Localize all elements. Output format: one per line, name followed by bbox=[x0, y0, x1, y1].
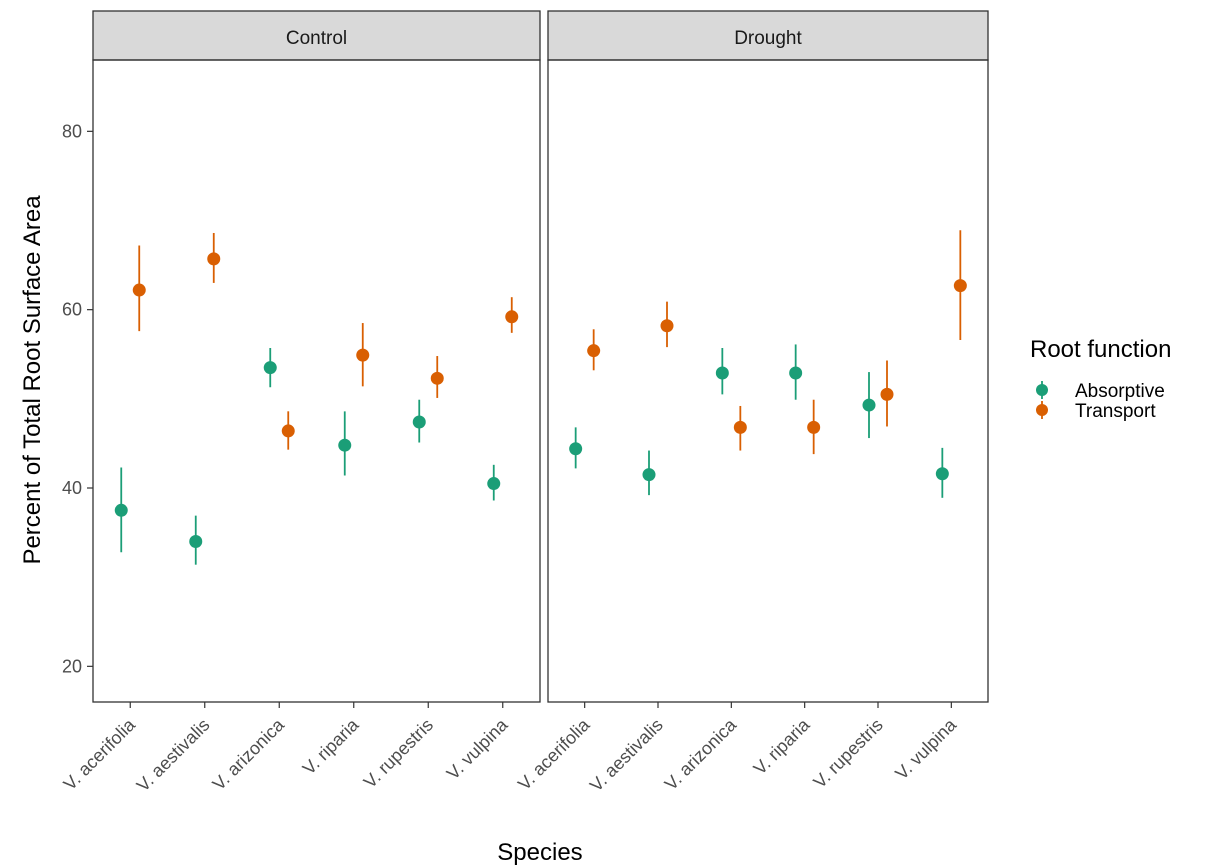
y-tick-label: 20 bbox=[62, 656, 82, 676]
series-absorptive bbox=[569, 344, 949, 498]
data-point bbox=[430, 371, 444, 385]
y-axis-title: Percent of Total Root Surface Area bbox=[19, 195, 46, 565]
data-point bbox=[338, 438, 352, 452]
data-point bbox=[807, 420, 821, 434]
y-tick-label: 40 bbox=[62, 478, 82, 498]
x-tick-label: V. arizonica bbox=[209, 714, 289, 794]
data-point bbox=[505, 310, 519, 324]
x-tick-label: V. rupestris bbox=[809, 715, 886, 792]
series-transport bbox=[132, 232, 519, 450]
data-point bbox=[281, 424, 295, 438]
data-point bbox=[880, 387, 894, 401]
x-tick-label: V. acerifolia bbox=[60, 714, 140, 794]
data-point bbox=[412, 415, 426, 429]
legend-label: Absorptive bbox=[1075, 381, 1165, 402]
panel-border bbox=[547, 59, 989, 703]
y-tick-label: 60 bbox=[62, 300, 82, 320]
panel-border bbox=[92, 59, 541, 703]
facet-strip-label: Drought bbox=[734, 28, 802, 49]
x-axis-title: Species bbox=[497, 839, 582, 866]
data-point bbox=[789, 366, 803, 380]
data-point bbox=[715, 366, 729, 380]
x-tick-label: V. aestivalis bbox=[586, 715, 667, 796]
data-point bbox=[132, 283, 146, 297]
series-absorptive bbox=[114, 348, 501, 565]
x-tick-label: V. riparia bbox=[750, 714, 815, 779]
legend-title: Root function bbox=[1030, 336, 1171, 363]
data-point bbox=[114, 503, 128, 517]
data-point bbox=[935, 467, 949, 481]
x-tick-label: V. rupestris bbox=[360, 715, 437, 792]
legend-entry-transport: Transport bbox=[1036, 401, 1156, 422]
x-tick-label: V. aestivalis bbox=[133, 715, 214, 796]
x-tick-label: V. riparia bbox=[299, 714, 364, 779]
y-tick-label: 80 bbox=[62, 121, 82, 141]
data-point bbox=[356, 348, 370, 362]
data-point bbox=[862, 398, 876, 412]
data-point bbox=[207, 252, 221, 266]
data-point bbox=[642, 468, 656, 482]
data-point bbox=[263, 361, 277, 375]
data-point bbox=[953, 279, 967, 293]
y-axis: 20 40 60 80 bbox=[62, 121, 93, 676]
facet-strip bbox=[92, 10, 541, 61]
series-transport bbox=[587, 230, 967, 455]
legend-entry-absorptive: Absorptive bbox=[1036, 381, 1165, 402]
data-point bbox=[587, 344, 601, 358]
data-point bbox=[189, 535, 203, 548]
data-point bbox=[487, 477, 501, 491]
legend-label: Transport bbox=[1075, 401, 1156, 422]
legend-key-point bbox=[1036, 404, 1048, 416]
x-tick-label: V. arizonica bbox=[661, 714, 741, 794]
facet-strip-label: Control bbox=[286, 28, 347, 49]
x-tick-label: V. vulpina bbox=[891, 714, 961, 784]
legend-key-point bbox=[1036, 384, 1048, 396]
data-point bbox=[660, 319, 674, 333]
x-tick-label: V. acerifolia bbox=[514, 714, 594, 794]
data-point bbox=[569, 442, 583, 456]
data-point bbox=[733, 420, 747, 434]
x-tick-label: V. vulpina bbox=[443, 714, 513, 784]
